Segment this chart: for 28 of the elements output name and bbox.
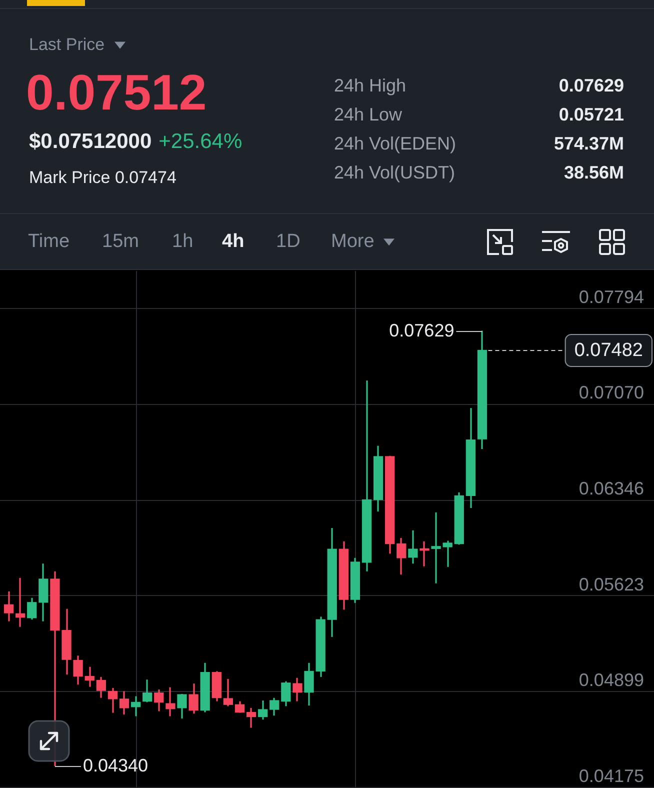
text: 0.07629 [558,76,624,96]
text: 4h [222,231,244,253]
y-tick-label: 0.04175 [578,766,644,786]
text: 574.37M [554,134,624,154]
text: +25.64% [158,130,242,154]
y-tick-label: 0.04899 [578,670,644,690]
text: 15m [102,231,139,253]
text: 24h Vol(EDEN) [334,134,456,154]
text: Time [28,231,70,253]
text: 1h [172,231,194,253]
text: Mark Price 0.07474 [29,168,176,188]
y-tick-label: 0.07794 [578,286,644,307]
text: $0.07512000 [29,130,152,154]
annotation: 0.04340 [82,755,148,776]
text: 0.07512 [26,64,207,122]
text: 24h High [334,76,406,96]
text: 38.56M [564,162,624,184]
text: 1D [276,231,300,253]
y-tick-label: 0.05623 [578,574,644,594]
text: Last Price [29,35,105,55]
text: 24h Vol(USDT) [334,162,456,184]
text: 0.05721 [558,104,624,126]
y-tick-label: 0.06346 [578,478,644,499]
y-tick-label: 0.07070 [578,382,644,403]
annotation: 0.07629 [389,320,454,340]
text: More [331,231,374,253]
ref-line-label: 0.07482 [574,340,644,362]
text: 24h Low [334,104,402,126]
